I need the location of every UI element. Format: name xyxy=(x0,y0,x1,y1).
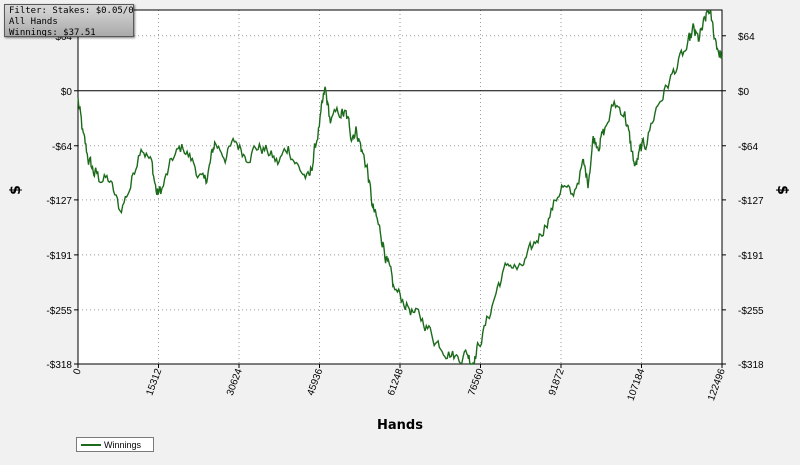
y-axis-title-left: $ xyxy=(8,185,24,195)
legend-label-winnings: Winnings xyxy=(104,440,142,450)
y-tick-label-right: $0 xyxy=(738,87,750,98)
series-line-winnings xyxy=(77,8,723,365)
filter-line: Filter: Stakes: $0.05/0.1 NL xyxy=(9,6,134,16)
y-tick-labels-left: $64 $0 -$64 -$127 -$191 -$255 -$318 xyxy=(46,32,72,371)
y-tick-label-right: -$255 xyxy=(738,306,764,317)
y-tick-label-left: -$191 xyxy=(46,251,72,262)
winnings-total-line: Winnings: $37.51 xyxy=(9,28,96,37)
filter-info-box: Filter: Stakes: $0.05/0.1 NL All Hands W… xyxy=(4,4,134,37)
y-tick-label-right: $64 xyxy=(738,32,755,43)
y-tick-label-left: -$64 xyxy=(52,142,72,153)
y-tick-label-left: -$255 xyxy=(46,306,72,317)
y-tick-label-left: -$318 xyxy=(46,360,72,371)
x-axis-title: Hands xyxy=(377,418,423,433)
y-tick-labels-right: $64 $0 -$64 -$127 -$191 -$255 -$318 xyxy=(738,32,764,371)
y-tick-label-right: -$191 xyxy=(738,251,764,262)
y-tick-label-right: -$318 xyxy=(738,360,764,371)
y-tick-label-right: -$64 xyxy=(738,142,758,153)
legend-swatch-winnings xyxy=(81,444,101,446)
y-tick-label-left: $0 xyxy=(61,87,73,98)
x-tick-label: 0 xyxy=(72,367,84,376)
y-tick-label-left: -$127 xyxy=(46,196,72,207)
legend: Winnings xyxy=(76,437,154,452)
y-tick-label-right: -$127 xyxy=(738,196,764,207)
y-tick-label-left: $64 xyxy=(55,32,72,43)
y-axis-title-right: $ xyxy=(774,185,790,195)
hands-line: All Hands xyxy=(9,17,58,27)
